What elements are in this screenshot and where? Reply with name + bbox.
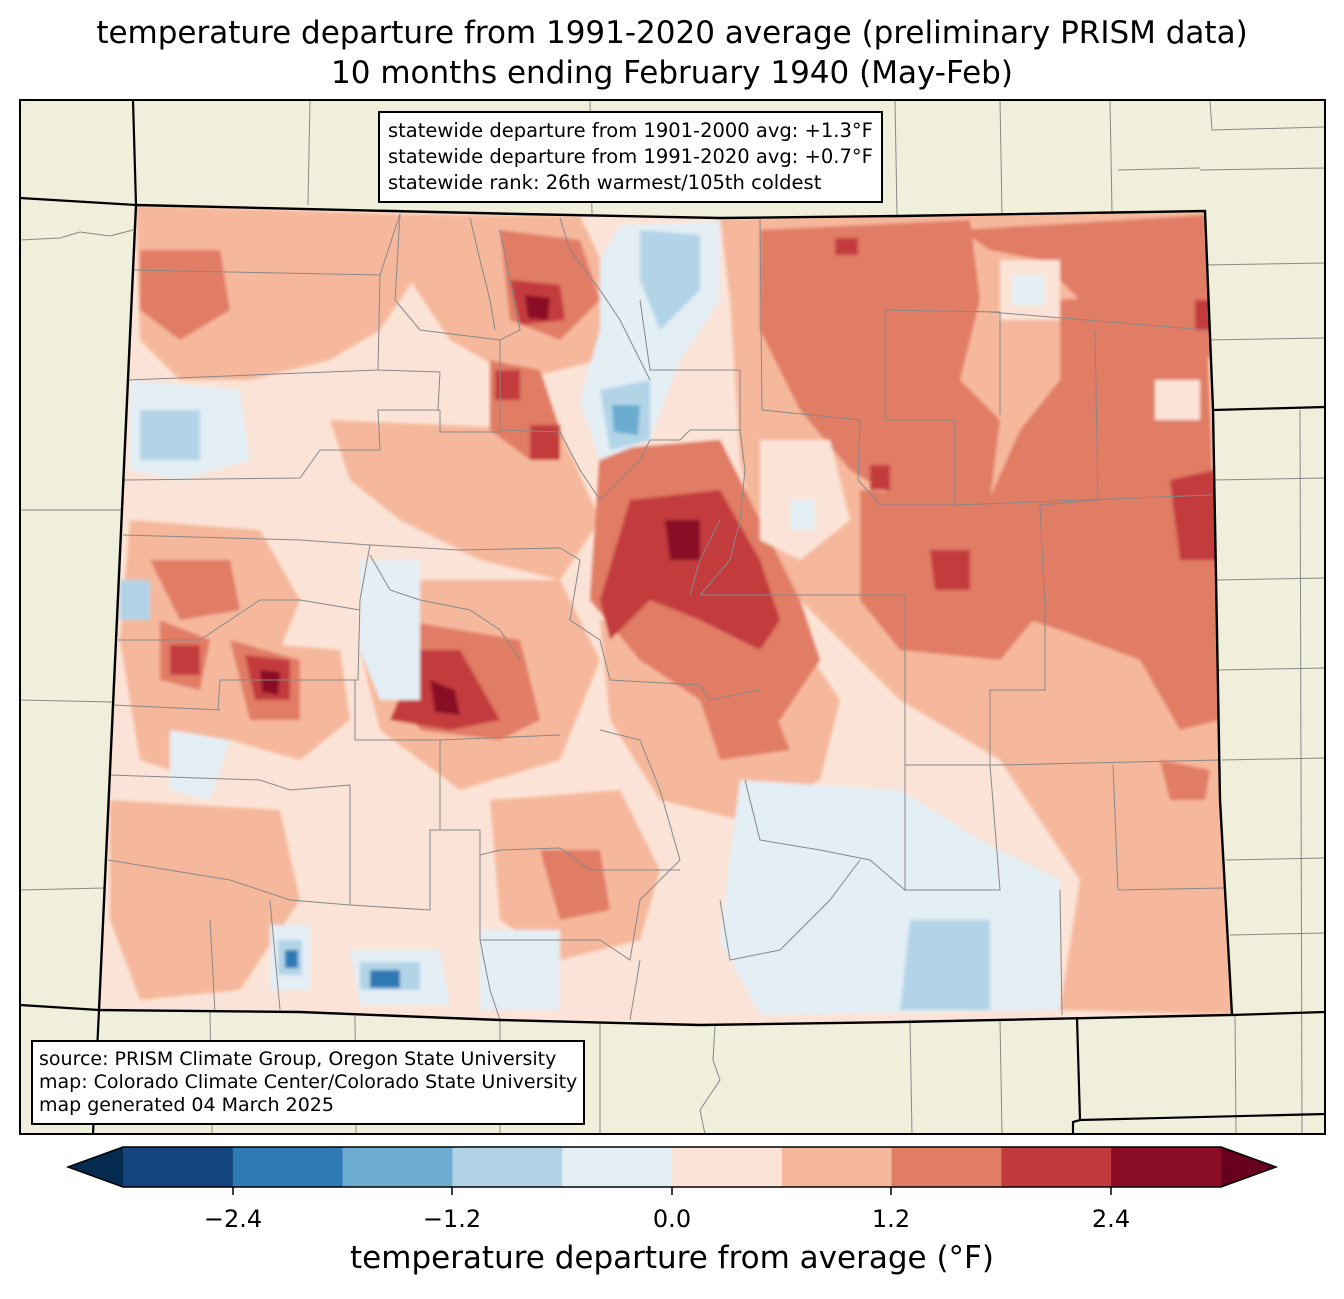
generated-date-line: map generated 04 March 2025	[39, 1094, 334, 1116]
chart-title-line2: 10 months ending February 1940 (May-Feb)	[331, 55, 1013, 91]
colorbar-outline	[65, 1146, 1279, 1188]
temperature-field	[99, 205, 1232, 1025]
colorbar-tick-label: 2.4	[1091, 1205, 1131, 1233]
colorbar-cell	[123, 1147, 234, 1187]
stat-departure-1901-2000: statewide departure from 1901-2000 avg: …	[388, 119, 873, 142]
stat-rank: statewide rank: 26th warmest/105th colde…	[388, 171, 822, 194]
colorbar-cell	[891, 1147, 1002, 1187]
colorbar	[65, 1146, 1279, 1195]
colorbar-tick-label: −2.4	[203, 1205, 263, 1233]
statewide-stats-box: statewide departure from 1901-2000 avg: …	[378, 111, 883, 203]
colorbar-cell	[1111, 1147, 1222, 1187]
colorbar-cell	[562, 1147, 673, 1187]
colorbar-ticks	[232, 1187, 1112, 1195]
colorbar-label: temperature departure from average (°F)	[350, 1240, 994, 1276]
colorbar-tick-label: 0.0	[652, 1205, 692, 1233]
colorbar-cell	[672, 1147, 783, 1187]
map-credit-line: map: Colorado Climate Center/Colorado St…	[39, 1071, 578, 1093]
colorbar-tick-label: −1.2	[422, 1205, 482, 1233]
colorbar-cell	[781, 1147, 893, 1187]
colorbar-cells	[123, 1147, 1222, 1187]
colorbar-tick-label: 1.2	[871, 1205, 911, 1233]
stat-departure-1991-2020: statewide departure from 1991-2020 avg: …	[388, 145, 873, 168]
colorbar-cell	[232, 1147, 344, 1187]
river-boundary-lines	[369, 217, 746, 661]
map-frame	[19, 99, 1326, 1135]
county-lines	[107, 213, 1229, 1021]
chart-title-line1: temperature departure from 1991-2020 ave…	[96, 15, 1248, 51]
colorbar-over-arrow	[1221, 1147, 1276, 1187]
colorbar-cell	[342, 1147, 453, 1187]
colorbar-under-arrow	[68, 1147, 123, 1187]
colorado-border	[97, 203, 1234, 1027]
colorbar-cell	[452, 1147, 563, 1187]
colorbar-cell	[1001, 1147, 1112, 1187]
source-line: source: PRISM Climate Group, Oregon Stat…	[39, 1048, 557, 1070]
source-box: source: PRISM Climate Group, Oregon Stat…	[31, 1040, 586, 1125]
